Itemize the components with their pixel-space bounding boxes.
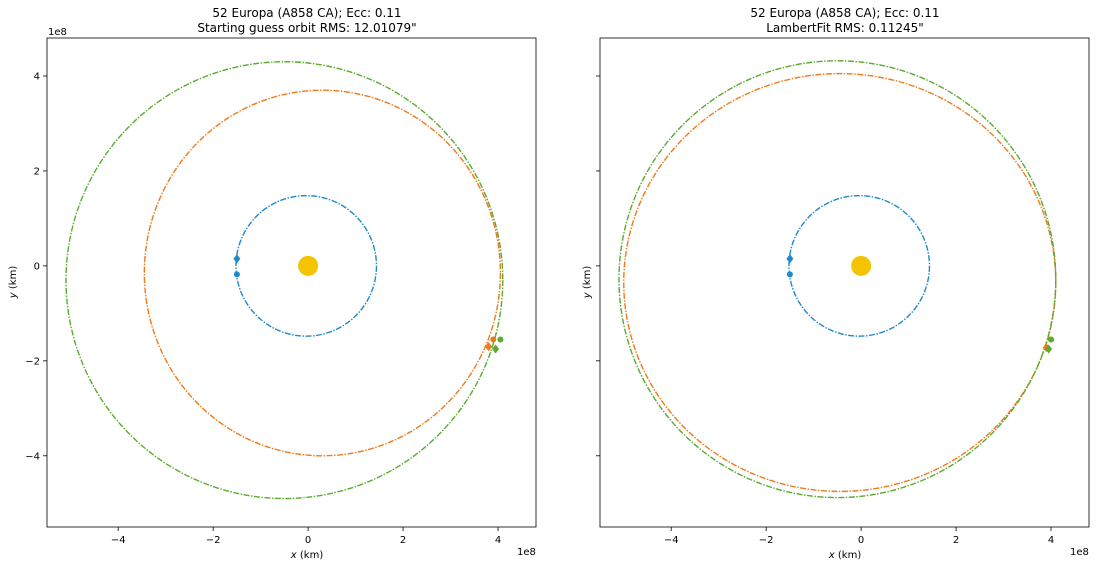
left-orbit-path-0 xyxy=(235,194,378,337)
left-x-tick-label: −2 xyxy=(206,535,221,546)
left-y-tick-label: −4 xyxy=(25,451,40,462)
left-x-tick-label: 0 xyxy=(305,535,311,546)
left-plot-title-line1: 52 Europa (A858 CA); Ecc: 0.11 xyxy=(212,6,401,20)
right-end-marker-0 xyxy=(786,271,793,278)
right-sun-marker xyxy=(851,255,872,276)
right-start-marker-0 xyxy=(786,254,794,264)
right-x-scale-label: 1e8 xyxy=(1070,547,1089,558)
right-y-axis-label: y (km) xyxy=(582,266,593,300)
right-start-marker-2 xyxy=(1045,344,1053,354)
left-y-axis-label: y (km) xyxy=(8,266,19,300)
left-y-tick-label: 4 xyxy=(34,71,40,82)
left-x-scale-label: 1e8 xyxy=(517,547,536,558)
right-x-tick-label: 0 xyxy=(858,535,864,546)
left-y-tick-label: 0 xyxy=(34,261,40,272)
left-x-tick-label: −4 xyxy=(111,535,126,546)
left-x-axis-label: x (km) xyxy=(290,550,324,561)
right-x-tick-label: −4 xyxy=(664,535,679,546)
left-sun-marker xyxy=(298,255,319,276)
left-plot-title-line2: Starting guess orbit RMS: 12.01079" xyxy=(197,21,416,35)
right-orbit-path-1 xyxy=(623,72,1057,493)
left-orbit-path-1 xyxy=(143,89,502,457)
right-x-tick-label: −2 xyxy=(759,535,774,546)
left-y-tick-label: −2 xyxy=(25,356,40,367)
left-plot-panel: 52 Europa (A858 CA); Ecc: 0.11 Starting … xyxy=(8,6,537,561)
right-orbit-path-2 xyxy=(618,60,1057,499)
left-end-marker-2 xyxy=(497,336,504,343)
left-end-marker-1 xyxy=(490,336,497,343)
right-plot-panel: 52 Europa (A858 CA); Ecc: 0.11 LambertFi… xyxy=(582,6,1090,561)
right-end-marker-2 xyxy=(1048,336,1055,343)
left-y-scale-label: 1e8 xyxy=(48,27,67,38)
right-x-axis-label: x (km) xyxy=(828,550,862,561)
right-plot-frame xyxy=(599,37,1090,528)
right-orbit-path-0 xyxy=(788,194,931,337)
left-start-marker-0 xyxy=(233,254,241,264)
left-start-marker-1 xyxy=(485,342,493,352)
left-x-tick-label: 4 xyxy=(495,535,501,546)
right-x-tick-label: 4 xyxy=(1048,535,1054,546)
left-start-marker-2 xyxy=(492,344,500,354)
left-orbit-path-2 xyxy=(65,61,504,500)
left-plot-frame xyxy=(46,37,537,528)
right-plot-title-line2: LambertFit RMS: 0.11245" xyxy=(766,21,924,35)
right-x-tick-label: 2 xyxy=(953,535,959,546)
left-y-tick-label: 2 xyxy=(34,166,40,177)
right-plot-title-line1: 52 Europa (A858 CA); Ecc: 0.11 xyxy=(750,6,939,20)
left-end-marker-0 xyxy=(233,271,240,278)
left-x-tick-label: 2 xyxy=(400,535,406,546)
